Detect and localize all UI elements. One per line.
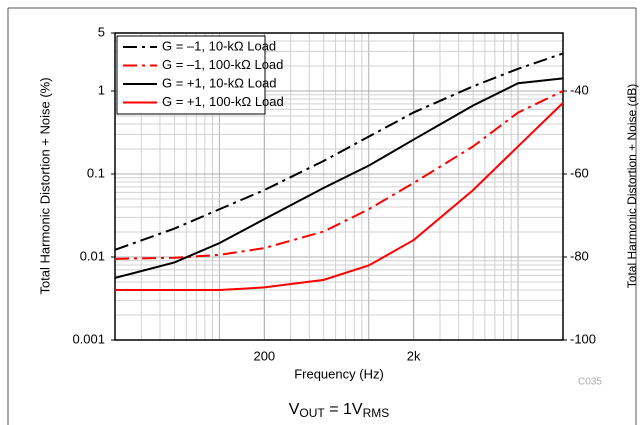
y2-axis-label: Total Harmonic Distortion + Noise (dB) bbox=[625, 84, 639, 288]
x-tick-label: 200 bbox=[253, 348, 275, 363]
y-tick-label: 1 bbox=[98, 82, 105, 97]
x-axis-label: Frequency (Hz) bbox=[294, 366, 384, 381]
series-line bbox=[115, 102, 564, 292]
series-line bbox=[114, 77, 564, 279]
plot-frame bbox=[114, 32, 564, 341]
y-tick-label: 0.001 bbox=[72, 331, 105, 346]
y2-tick-label: -100 bbox=[570, 331, 596, 346]
y2-tick-label: -40 bbox=[570, 82, 589, 97]
legend-label: G = +1, 100-kΩ Load bbox=[162, 94, 284, 109]
y-tick-label: 0.1 bbox=[87, 165, 105, 180]
legend-label: G = +1, 10-kΩ Load bbox=[162, 75, 277, 90]
annotation-sub: RMS bbox=[363, 406, 390, 420]
annotation-part: V bbox=[289, 401, 300, 418]
figure-id: C035 bbox=[578, 377, 602, 388]
series-line bbox=[114, 90, 564, 260]
legend-box bbox=[116, 35, 266, 115]
legend-label: G = –1, 100-kΩ Load bbox=[162, 57, 283, 72]
x-tick-label: 2k bbox=[407, 348, 421, 363]
annotation-sub: OUT bbox=[299, 406, 325, 420]
series-line bbox=[114, 52, 564, 251]
y-tick-label: 0.01 bbox=[80, 248, 105, 263]
y2-tick-label: -60 bbox=[570, 165, 589, 180]
annotation-part: = 1V bbox=[325, 401, 363, 418]
y2-tick-label: -80 bbox=[570, 248, 589, 263]
annotation: VOUT = 1VRMS bbox=[289, 401, 390, 420]
y-tick-label: 5 bbox=[98, 24, 105, 39]
legend-label: G = –1, 10-kΩ Load bbox=[162, 38, 276, 53]
y-axis-label: Total Harmonic Distortion + Noise (%) bbox=[37, 77, 52, 294]
